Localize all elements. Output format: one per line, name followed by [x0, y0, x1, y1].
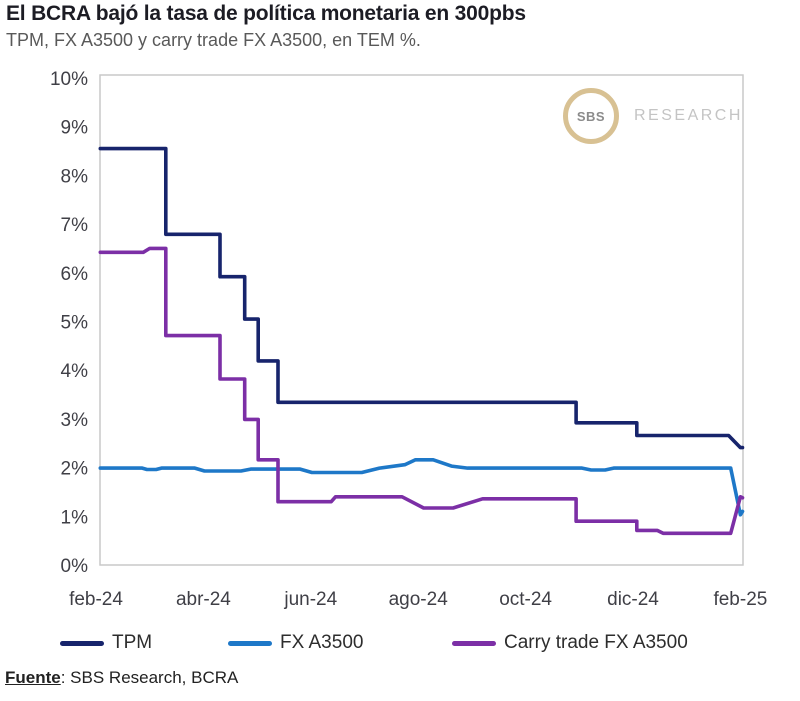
- source-label: Fuente: [5, 668, 61, 687]
- legend-swatch-tpm: [60, 640, 104, 646]
- y-tick-label: 2%: [61, 459, 89, 480]
- legend-item-tpm: TPM: [60, 632, 152, 654]
- source-text: : SBS Research, BCRA: [60, 668, 239, 687]
- series-line-1: [98, 146, 745, 450]
- legend-label-fx-a3500: FX A3500: [280, 632, 364, 653]
- x-tick-label: ago-24: [389, 589, 449, 610]
- chart-title: El BCRA bajó la tasa de política monetar…: [6, 2, 526, 25]
- sbs-logo-text: SBS: [576, 108, 606, 124]
- legend-label-tpm: TPM: [112, 632, 153, 653]
- y-tick-label: 10%: [50, 69, 88, 90]
- x-tick-label: dic-24: [607, 589, 659, 610]
- legend-item-carry-trade: Carry trade FX A3500: [452, 632, 688, 654]
- y-tick-label: 1%: [61, 507, 89, 528]
- legend-label-carry-trade: Carry trade FX A3500: [504, 632, 688, 653]
- series-line-2: [98, 457, 745, 517]
- x-tick-label: feb-25: [713, 589, 767, 610]
- series-line-3: [98, 246, 745, 536]
- plot-border: [99, 74, 744, 566]
- chart-subtitle: TPM, FX A3500 y carry trade FX A3500, en…: [6, 30, 421, 50]
- x-tick-label: abr-24: [176, 589, 231, 610]
- legend-item-fx-a3500: FX A3500: [228, 632, 363, 654]
- x-tick-label: feb-24: [69, 589, 123, 610]
- x-tick-label: oct-24: [499, 589, 552, 610]
- y-tick-label: 8%: [61, 166, 89, 187]
- legend-swatch-fx-a3500: [228, 640, 272, 646]
- y-tick-label: 7%: [61, 215, 89, 236]
- y-tick-label: 0%: [61, 556, 89, 577]
- legend-swatch-carry-trade: [452, 640, 496, 646]
- source-note: Fuente: SBS Research, BCRA: [5, 668, 238, 688]
- y-tick-label: 3%: [61, 410, 89, 431]
- sbs-logo-ring: SBS: [563, 88, 619, 144]
- x-tick-label: jun-24: [283, 589, 337, 610]
- y-tick-label: 9%: [61, 118, 89, 139]
- y-tick-label: 5%: [61, 313, 89, 334]
- sbs-research-label: RESEARCH: [634, 107, 743, 124]
- y-tick-label: 6%: [61, 264, 89, 285]
- y-tick-label: 4%: [61, 361, 89, 382]
